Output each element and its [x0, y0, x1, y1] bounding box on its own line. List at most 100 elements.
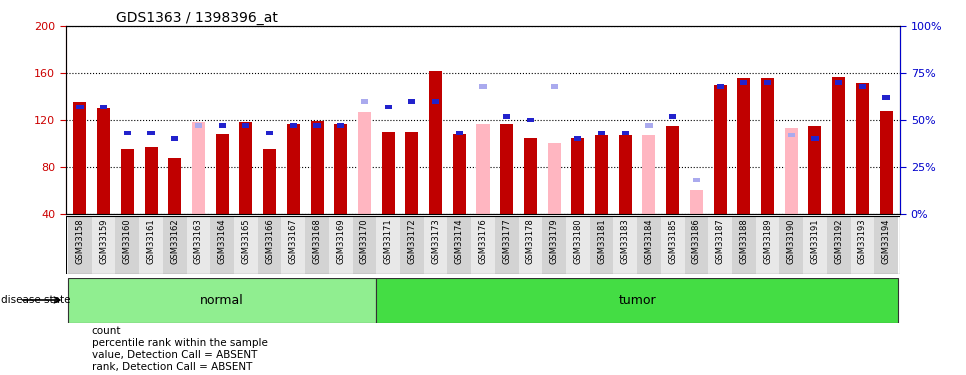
Bar — [310, 121, 324, 214]
Bar — [883, 95, 890, 100]
Bar — [168, 158, 182, 214]
Bar — [642, 135, 656, 214]
Text: GSM33168: GSM33168 — [313, 219, 322, 264]
Text: GSM33167: GSM33167 — [289, 219, 298, 264]
Bar — [287, 123, 299, 214]
Bar — [358, 112, 371, 214]
Bar — [811, 136, 818, 141]
Bar — [717, 84, 724, 88]
Text: GSM33190: GSM33190 — [786, 219, 796, 264]
Text: GSM33179: GSM33179 — [550, 219, 558, 264]
Text: GSM33180: GSM33180 — [574, 219, 582, 264]
Bar — [714, 85, 726, 214]
Bar — [98, 108, 110, 214]
Bar — [266, 131, 273, 135]
Bar — [361, 99, 368, 104]
Text: GSM33178: GSM33178 — [526, 219, 535, 264]
Bar — [574, 136, 582, 141]
Bar — [524, 138, 537, 214]
Text: value, Detection Call = ABSENT: value, Detection Call = ABSENT — [92, 350, 257, 360]
Bar — [429, 71, 442, 214]
Bar — [737, 78, 751, 214]
Bar — [667, 126, 679, 214]
Bar — [218, 123, 226, 128]
Bar — [595, 135, 608, 214]
Bar — [859, 84, 866, 88]
Bar — [116, 216, 139, 274]
Bar — [551, 84, 557, 88]
Bar — [874, 216, 898, 274]
Bar — [761, 78, 774, 214]
Bar — [124, 131, 131, 135]
Bar — [100, 105, 107, 109]
Bar — [856, 82, 868, 214]
Bar — [495, 216, 519, 274]
Text: GSM33158: GSM33158 — [75, 219, 84, 264]
Bar — [424, 216, 447, 274]
Bar — [382, 132, 395, 214]
Bar — [476, 123, 490, 214]
Bar — [708, 216, 732, 274]
Bar — [755, 216, 780, 274]
Text: GSM33192: GSM33192 — [835, 219, 843, 264]
Bar — [432, 99, 440, 104]
Bar — [334, 123, 347, 214]
Text: GDS1363 / 1398396_at: GDS1363 / 1398396_at — [116, 11, 278, 25]
Bar — [186, 216, 211, 274]
Bar — [850, 216, 874, 274]
Bar — [68, 278, 377, 322]
Bar — [589, 216, 613, 274]
Text: percentile rank within the sample: percentile rank within the sample — [92, 338, 268, 348]
Bar — [121, 149, 134, 214]
Text: GSM33171: GSM33171 — [384, 219, 392, 264]
Text: GSM33176: GSM33176 — [478, 219, 488, 264]
Bar — [685, 216, 708, 274]
Bar — [835, 80, 842, 85]
Bar — [598, 131, 605, 135]
Bar — [211, 216, 234, 274]
Text: GSM33187: GSM33187 — [716, 219, 724, 264]
Text: GSM33193: GSM33193 — [858, 219, 867, 264]
Bar — [542, 216, 566, 274]
Bar — [764, 80, 771, 85]
Text: GSM33172: GSM33172 — [408, 219, 416, 264]
Text: GSM33185: GSM33185 — [668, 219, 677, 264]
Text: GSM33177: GSM33177 — [502, 219, 511, 264]
Bar — [258, 216, 281, 274]
Text: GSM33188: GSM33188 — [739, 219, 749, 264]
Text: GSM33159: GSM33159 — [99, 219, 108, 264]
Bar — [780, 216, 803, 274]
Bar — [76, 105, 83, 109]
Bar — [145, 147, 157, 214]
Bar — [353, 216, 377, 274]
Text: GSM33165: GSM33165 — [242, 219, 250, 264]
Bar — [784, 128, 798, 214]
Bar — [827, 216, 850, 274]
Bar — [503, 114, 510, 118]
Text: GSM33183: GSM33183 — [621, 219, 630, 264]
Bar — [215, 134, 229, 214]
Bar — [305, 216, 328, 274]
Bar — [377, 278, 898, 322]
Bar — [880, 111, 893, 214]
Bar — [519, 216, 542, 274]
Bar — [281, 216, 305, 274]
Bar — [406, 132, 418, 214]
Bar — [192, 122, 205, 214]
Bar — [447, 216, 471, 274]
Text: GSM33174: GSM33174 — [455, 219, 464, 264]
Bar — [809, 126, 821, 214]
Bar — [690, 190, 703, 214]
Bar — [669, 114, 676, 118]
Bar — [693, 178, 700, 182]
Bar — [571, 138, 584, 214]
Bar — [732, 216, 755, 274]
Bar — [313, 123, 321, 128]
Bar — [337, 123, 344, 128]
Bar — [456, 131, 463, 135]
Bar — [566, 216, 589, 274]
Bar — [832, 76, 845, 214]
Bar — [171, 136, 179, 141]
Text: GSM33191: GSM33191 — [810, 219, 819, 264]
Bar — [409, 99, 415, 104]
